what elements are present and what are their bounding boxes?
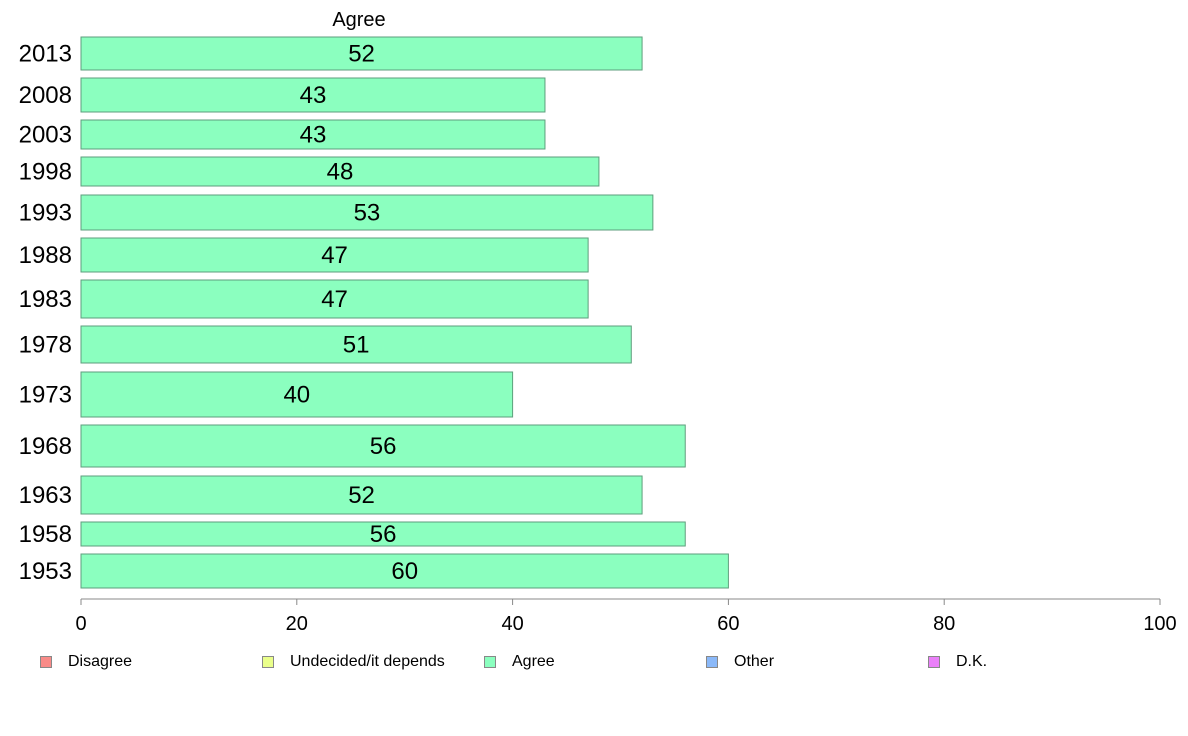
legend-item-disagree: Disagree: [40, 652, 132, 672]
bar-value-label-1983: 47: [321, 286, 348, 313]
bar-1953: [80, 553, 729, 589]
bar-value-label-1998: 48: [327, 159, 354, 186]
x-axis: 0 20 40 60 80 100: [75, 598, 1177, 635]
category-label-1983: 1983: [19, 286, 72, 313]
bar-value-label-1963: 52: [348, 482, 375, 509]
x-tick-label-40: 40: [501, 613, 523, 635]
legend-swatch-other: [706, 656, 718, 668]
bar-value-label-1973: 40: [283, 382, 310, 409]
bar-1963: [80, 475, 643, 515]
legend-swatch-undecided: [262, 656, 274, 668]
bar-value-label-1953: 60: [391, 558, 418, 585]
category-label-1968: 1968: [19, 433, 72, 460]
x-tick-label-60: 60: [717, 613, 739, 635]
x-tick-label-0: 0: [75, 613, 86, 635]
legend: Disagree Undecided/it depends Agree Othe…: [0, 652, 1188, 676]
bar-value-label-1993: 53: [354, 200, 381, 227]
bar-value-label-2003: 43: [300, 122, 327, 149]
legend-label-agree: Agree: [512, 653, 555, 670]
legend-swatch-dk: [928, 656, 940, 668]
bar-1958: [80, 521, 686, 547]
category-label-2013: 2013: [19, 41, 72, 68]
bar-1973: [80, 371, 514, 418]
legend-item-dk: D.K.: [928, 652, 987, 672]
legend-swatch-disagree: [40, 656, 52, 668]
category-label-1993: 1993: [19, 200, 72, 227]
bar-1993: [80, 194, 654, 231]
bars-layer: 52 2013 43 2008 43 2003 48 1998 53 1993 47 1988 47 19…: [19, 36, 729, 589]
bar-value-label-1958: 56: [370, 521, 397, 548]
bar-2013: [80, 36, 643, 71]
bar-1983: [80, 279, 589, 319]
legend-label-dk: D.K.: [956, 653, 988, 670]
bar-1968: [80, 424, 686, 468]
category-label-1978: 1978: [19, 332, 72, 359]
bar-value-label-1988: 47: [321, 242, 348, 269]
legend-item-agree: Agree: [484, 652, 555, 672]
x-tick-label-20: 20: [286, 613, 308, 635]
category-label-2008: 2008: [19, 82, 72, 109]
legend-swatch-agree: [484, 656, 496, 668]
bar-value-label-2013: 52: [348, 41, 375, 68]
legend-label-other: Other: [734, 653, 775, 670]
bar-1988: [80, 237, 589, 273]
category-label-1958: 1958: [19, 521, 72, 548]
bar-value-label-2008: 43: [300, 82, 327, 109]
category-label-2003: 2003: [19, 122, 72, 149]
legend-label-disagree: Disagree: [68, 653, 133, 670]
x-tick-label-100: 100: [1143, 613, 1176, 635]
bar-1978: [80, 325, 632, 364]
bar-value-label-1968: 56: [370, 433, 397, 460]
category-label-1973: 1973: [19, 382, 72, 409]
category-label-1988: 1988: [19, 242, 72, 269]
bar-value-label-1978: 51: [343, 332, 370, 359]
bar-2008: [80, 77, 546, 113]
category-label-1998: 1998: [19, 159, 72, 186]
bar-1998: [80, 156, 600, 187]
category-label-1963: 1963: [19, 482, 72, 509]
legend-item-undecided: Undecided/it depends: [262, 652, 445, 672]
legend-label-undecided: Undecided/it depends: [290, 653, 445, 670]
legend-item-other: Other: [706, 652, 774, 672]
bar-2003: [80, 119, 546, 150]
category-label-1953: 1953: [19, 558, 72, 585]
series-header: Agree: [332, 9, 385, 31]
x-tick-label-80: 80: [933, 613, 955, 635]
